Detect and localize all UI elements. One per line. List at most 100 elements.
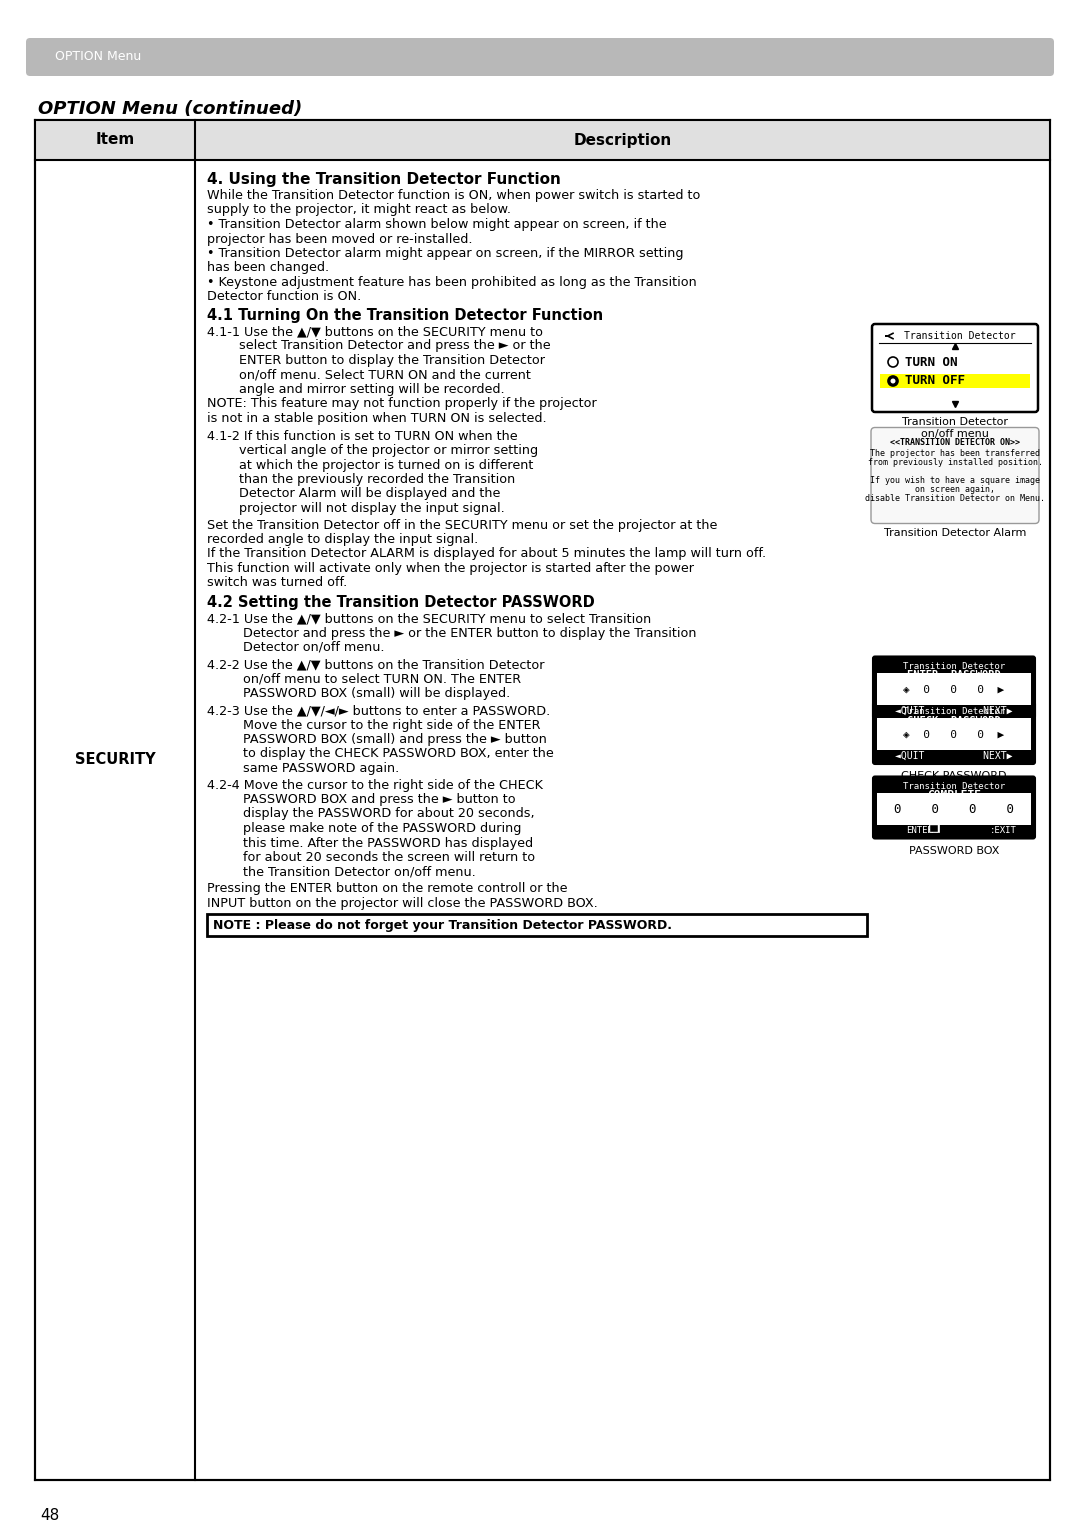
Text: on/off menu to select TURN ON. The ENTER: on/off menu to select TURN ON. The ENTER — [207, 673, 522, 686]
Bar — [35, 119, 1050, 159]
Text: NOTE : Please do not forget your Transition Detector PASSWORD.: NOTE : Please do not forget your Transit… — [213, 919, 672, 931]
Text: 0    0    0    0: 0 0 0 0 — [894, 803, 1014, 817]
Circle shape — [888, 375, 897, 386]
Text: Description: Description — [573, 132, 672, 147]
Text: Transition Detector: Transition Detector — [902, 417, 1008, 427]
Text: Detector and press the ► or the ENTER button to display the Transition: Detector and press the ► or the ENTER bu… — [207, 627, 697, 639]
Text: OPTION Menu (continued): OPTION Menu (continued) — [38, 100, 302, 118]
Bar — [35, 119, 1050, 1480]
Text: If you wish to have a square image: If you wish to have a square image — [870, 476, 1040, 486]
Bar — [880, 374, 1030, 388]
Text: ENTER  PASSWORD: ENTER PASSWORD — [907, 671, 1001, 680]
Text: NOTE: This feature may not function properly if the projector: NOTE: This feature may not function prop… — [207, 397, 597, 411]
Text: same PASSWORD again.: same PASSWORD again. — [207, 761, 400, 775]
Text: 48: 48 — [40, 1507, 59, 1523]
Text: Set the Transition Detector off in the SECURITY menu or set the projector at the: Set the Transition Detector off in the S… — [207, 518, 717, 532]
Text: from previously installed position.: from previously installed position. — [867, 458, 1042, 467]
Text: ENTER PASSWORD: ENTER PASSWORD — [902, 726, 1007, 735]
Bar — [877, 673, 1031, 714]
FancyBboxPatch shape — [873, 777, 1035, 838]
Text: Transition Detector Alarm: Transition Detector Alarm — [883, 527, 1026, 538]
Text: on/off menu: on/off menu — [921, 429, 989, 440]
Bar — [929, 824, 939, 832]
Text: INPUT button on the projector will close the PASSWORD BOX.: INPUT button on the projector will close… — [207, 896, 597, 910]
Text: Detector on/off menu.: Detector on/off menu. — [207, 640, 384, 654]
Text: 4.2-1 Use the ▲/▼ buttons on the SECURITY menu to select Transition: 4.2-1 Use the ▲/▼ buttons on the SECURIT… — [207, 611, 651, 625]
Text: 4.2-2 Use the ▲/▼ buttons on the Transition Detector: 4.2-2 Use the ▲/▼ buttons on the Transit… — [207, 659, 544, 671]
FancyBboxPatch shape — [872, 323, 1038, 412]
FancyBboxPatch shape — [870, 427, 1039, 524]
FancyBboxPatch shape — [873, 702, 1035, 764]
Text: Detector Alarm will be displayed and the: Detector Alarm will be displayed and the — [207, 487, 500, 501]
Text: disable Transition Detector on Menu.: disable Transition Detector on Menu. — [865, 493, 1045, 502]
Text: PASSWORD BOX (small) and press the ► button: PASSWORD BOX (small) and press the ► but… — [207, 732, 546, 746]
Text: TURN ON: TURN ON — [905, 355, 958, 369]
Circle shape — [891, 378, 895, 383]
Text: This function will activate only when the projector is started after the power: This function will activate only when th… — [207, 562, 694, 574]
Text: • Transition Detector alarm might appear on screen, if the MIRROR setting: • Transition Detector alarm might appear… — [207, 247, 684, 260]
Text: Pressing the ENTER button on the remote controll or the: Pressing the ENTER button on the remote … — [207, 882, 567, 895]
Text: than the previously recorded the Transition: than the previously recorded the Transit… — [207, 473, 515, 486]
Text: While the Transition Detector function is ON, when power switch is started to: While the Transition Detector function i… — [207, 188, 700, 202]
Text: COMPLETE: COMPLETE — [927, 791, 981, 801]
Text: to display the CHECK PASSWORD BOX, enter the: to display the CHECK PASSWORD BOX, enter… — [207, 748, 554, 760]
Text: recorded angle to display the input signal.: recorded angle to display the input sign… — [207, 533, 478, 545]
Text: for about 20 seconds the screen will return to: for about 20 seconds the screen will ret… — [207, 850, 535, 864]
Text: 4.1 Turning On the Transition Detector Function: 4.1 Turning On the Transition Detector F… — [207, 308, 603, 323]
Text: 4.2-4 Move the cursor to the right side of the CHECK: 4.2-4 Move the cursor to the right side … — [207, 778, 543, 792]
Text: TURN OFF: TURN OFF — [905, 374, 966, 388]
Text: BOX (small): BOX (small) — [921, 737, 986, 748]
Text: angle and mirror setting will be recorded.: angle and mirror setting will be recorde… — [207, 383, 504, 395]
Text: SECURITY: SECURITY — [75, 752, 156, 768]
Text: at which the projector is turned on is different: at which the projector is turned on is d… — [207, 458, 534, 472]
Text: Item: Item — [95, 132, 135, 147]
Text: Detector function is ON.: Detector function is ON. — [207, 291, 361, 303]
Text: 4.1-1 Use the ▲/▼ buttons on the SECURITY menu to: 4.1-1 Use the ▲/▼ buttons on the SECURIT… — [207, 325, 543, 339]
Text: display the PASSWORD for about 20 seconds,: display the PASSWORD for about 20 second… — [207, 807, 535, 821]
Text: is not in a stable position when TURN ON is selected.: is not in a stable position when TURN ON… — [207, 412, 546, 424]
Text: the Transition Detector on/off menu.: the Transition Detector on/off menu. — [207, 866, 476, 878]
Text: Move the cursor to the right side of the ENTER: Move the cursor to the right side of the… — [207, 719, 540, 731]
Text: CHECK PASSWORD: CHECK PASSWORD — [901, 771, 1007, 781]
Text: • Transition Detector alarm shown below might appear on screen, if the: • Transition Detector alarm shown below … — [207, 218, 666, 231]
Text: PASSWORD BOX: PASSWORD BOX — [908, 846, 999, 855]
Text: Transition Detector: Transition Detector — [904, 331, 1016, 342]
Text: ◄QUIT          NEXT▶: ◄QUIT NEXT▶ — [895, 751, 1013, 761]
Text: ◄QUIT          NEXT▶: ◄QUIT NEXT▶ — [895, 706, 1013, 715]
Text: 4.1-2 If this function is set to TURN ON when the: 4.1-2 If this function is set to TURN ON… — [207, 429, 517, 443]
Text: on/off menu. Select TURN ON and the current: on/off menu. Select TURN ON and the curr… — [207, 369, 531, 381]
Text: Transition Detector: Transition Detector — [903, 781, 1005, 791]
Text: :EXIT: :EXIT — [989, 826, 1016, 835]
Text: ENTER: ENTER — [906, 826, 933, 835]
Text: please make note of the PASSWORD during: please make note of the PASSWORD during — [207, 823, 522, 835]
Text: has been changed.: has been changed. — [207, 262, 329, 274]
Text: supply to the projector, it might react as below.: supply to the projector, it might react … — [207, 204, 511, 216]
Text: switch was turned off.: switch was turned off. — [207, 576, 348, 590]
Text: <<TRANSITION DETECTOR ON>>: <<TRANSITION DETECTOR ON>> — [890, 438, 1020, 447]
Bar — [930, 826, 939, 832]
Text: ◈  0   0   0  ▶: ◈ 0 0 0 ▶ — [903, 685, 1004, 694]
Bar — [877, 824, 1031, 836]
Bar — [207, 915, 867, 936]
Text: projector will not display the input signal.: projector will not display the input sig… — [207, 502, 504, 515]
Text: Transition Detector: Transition Detector — [903, 708, 1005, 717]
Text: • Keystone adjustment feature has been prohibited as long as the Transition: • Keystone adjustment feature has been p… — [207, 276, 697, 290]
Text: OPTION Menu: OPTION Menu — [55, 51, 141, 63]
FancyBboxPatch shape — [873, 657, 1035, 719]
Text: select Transition Detector and press the ► or the: select Transition Detector and press the… — [207, 340, 551, 352]
Bar — [877, 705, 1031, 717]
Text: Transition Detector: Transition Detector — [903, 662, 1005, 671]
Text: this time. After the PASSWORD has displayed: this time. After the PASSWORD has displa… — [207, 836, 534, 850]
Bar — [877, 792, 1031, 835]
Text: on screen again,: on screen again, — [915, 486, 995, 493]
Text: The projector has been transferred: The projector has been transferred — [870, 449, 1040, 458]
Text: If the Transition Detector ALARM is displayed for about 5 minutes the lamp will : If the Transition Detector ALARM is disp… — [207, 547, 766, 561]
Text: vertical angle of the projector or mirror setting: vertical angle of the projector or mirro… — [207, 444, 538, 457]
Text: ◈  0   0   0  ▶: ◈ 0 0 0 ▶ — [903, 731, 1004, 740]
Text: PASSWORD BOX (small) will be displayed.: PASSWORD BOX (small) will be displayed. — [207, 688, 510, 700]
Text: projector has been moved or re-installed.: projector has been moved or re-installed… — [207, 233, 473, 245]
FancyBboxPatch shape — [26, 38, 1054, 77]
Text: BOX: BOX — [943, 783, 966, 794]
Text: 4.2-3 Use the ▲/▼/◄/► buttons to enter a PASSWORD.: 4.2-3 Use the ▲/▼/◄/► buttons to enter a… — [207, 705, 550, 717]
Text: 4.2 Setting the Transition Detector PASSWORD: 4.2 Setting the Transition Detector PASS… — [207, 594, 595, 610]
